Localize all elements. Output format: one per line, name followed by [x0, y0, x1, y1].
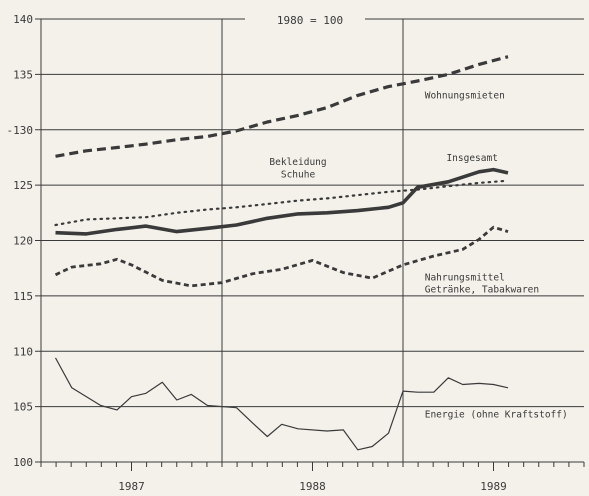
series-label: Bekleidung	[269, 157, 326, 168]
chart-title: 1980 = 100	[277, 14, 343, 27]
y-tick-label: 140	[13, 13, 33, 26]
series-label: Schuhe	[281, 169, 316, 180]
y-tick-label: 135	[13, 68, 33, 81]
x-tick-label: 1989	[480, 480, 507, 493]
series-label: Nahrungsmittel	[425, 272, 505, 283]
y-tick-label: 125	[13, 179, 33, 192]
y-tick-label: 105	[13, 401, 33, 414]
y-tick-label: 115	[13, 290, 33, 303]
series-line-wohnungsmieten	[56, 57, 509, 157]
x-tick-label: 1987	[118, 480, 145, 493]
series-line-energie-ohne-kraftstoff	[56, 358, 509, 450]
series-label: Getränke, Tabakwaren	[425, 285, 539, 296]
series-line-bekleidung-schuhe	[56, 181, 509, 225]
y-tick-label: 120	[13, 235, 33, 248]
grid	[41, 19, 584, 462]
y-tick-label: 110	[13, 345, 33, 358]
axes: 100 105 110 115 120 125 -130 135 140 1987 1988 1989	[7, 13, 585, 493]
series-label: Energie (ohne Kraftstoff)	[425, 410, 568, 421]
x-tick-label: 1988	[299, 480, 326, 493]
series-label: Insgesamt	[446, 153, 497, 164]
y-tick-label: -130	[7, 124, 34, 137]
y-tick-label: 100	[13, 456, 33, 469]
series-label: Wohnungsmieten	[425, 91, 505, 102]
series-lines	[56, 57, 509, 450]
